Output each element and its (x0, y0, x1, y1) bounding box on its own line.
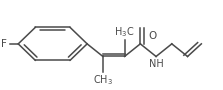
Text: CH$_3$: CH$_3$ (93, 73, 113, 87)
Text: O: O (148, 31, 156, 41)
Text: H$_3$C: H$_3$C (114, 25, 135, 39)
Text: F: F (1, 39, 7, 49)
Text: NH: NH (149, 59, 164, 69)
